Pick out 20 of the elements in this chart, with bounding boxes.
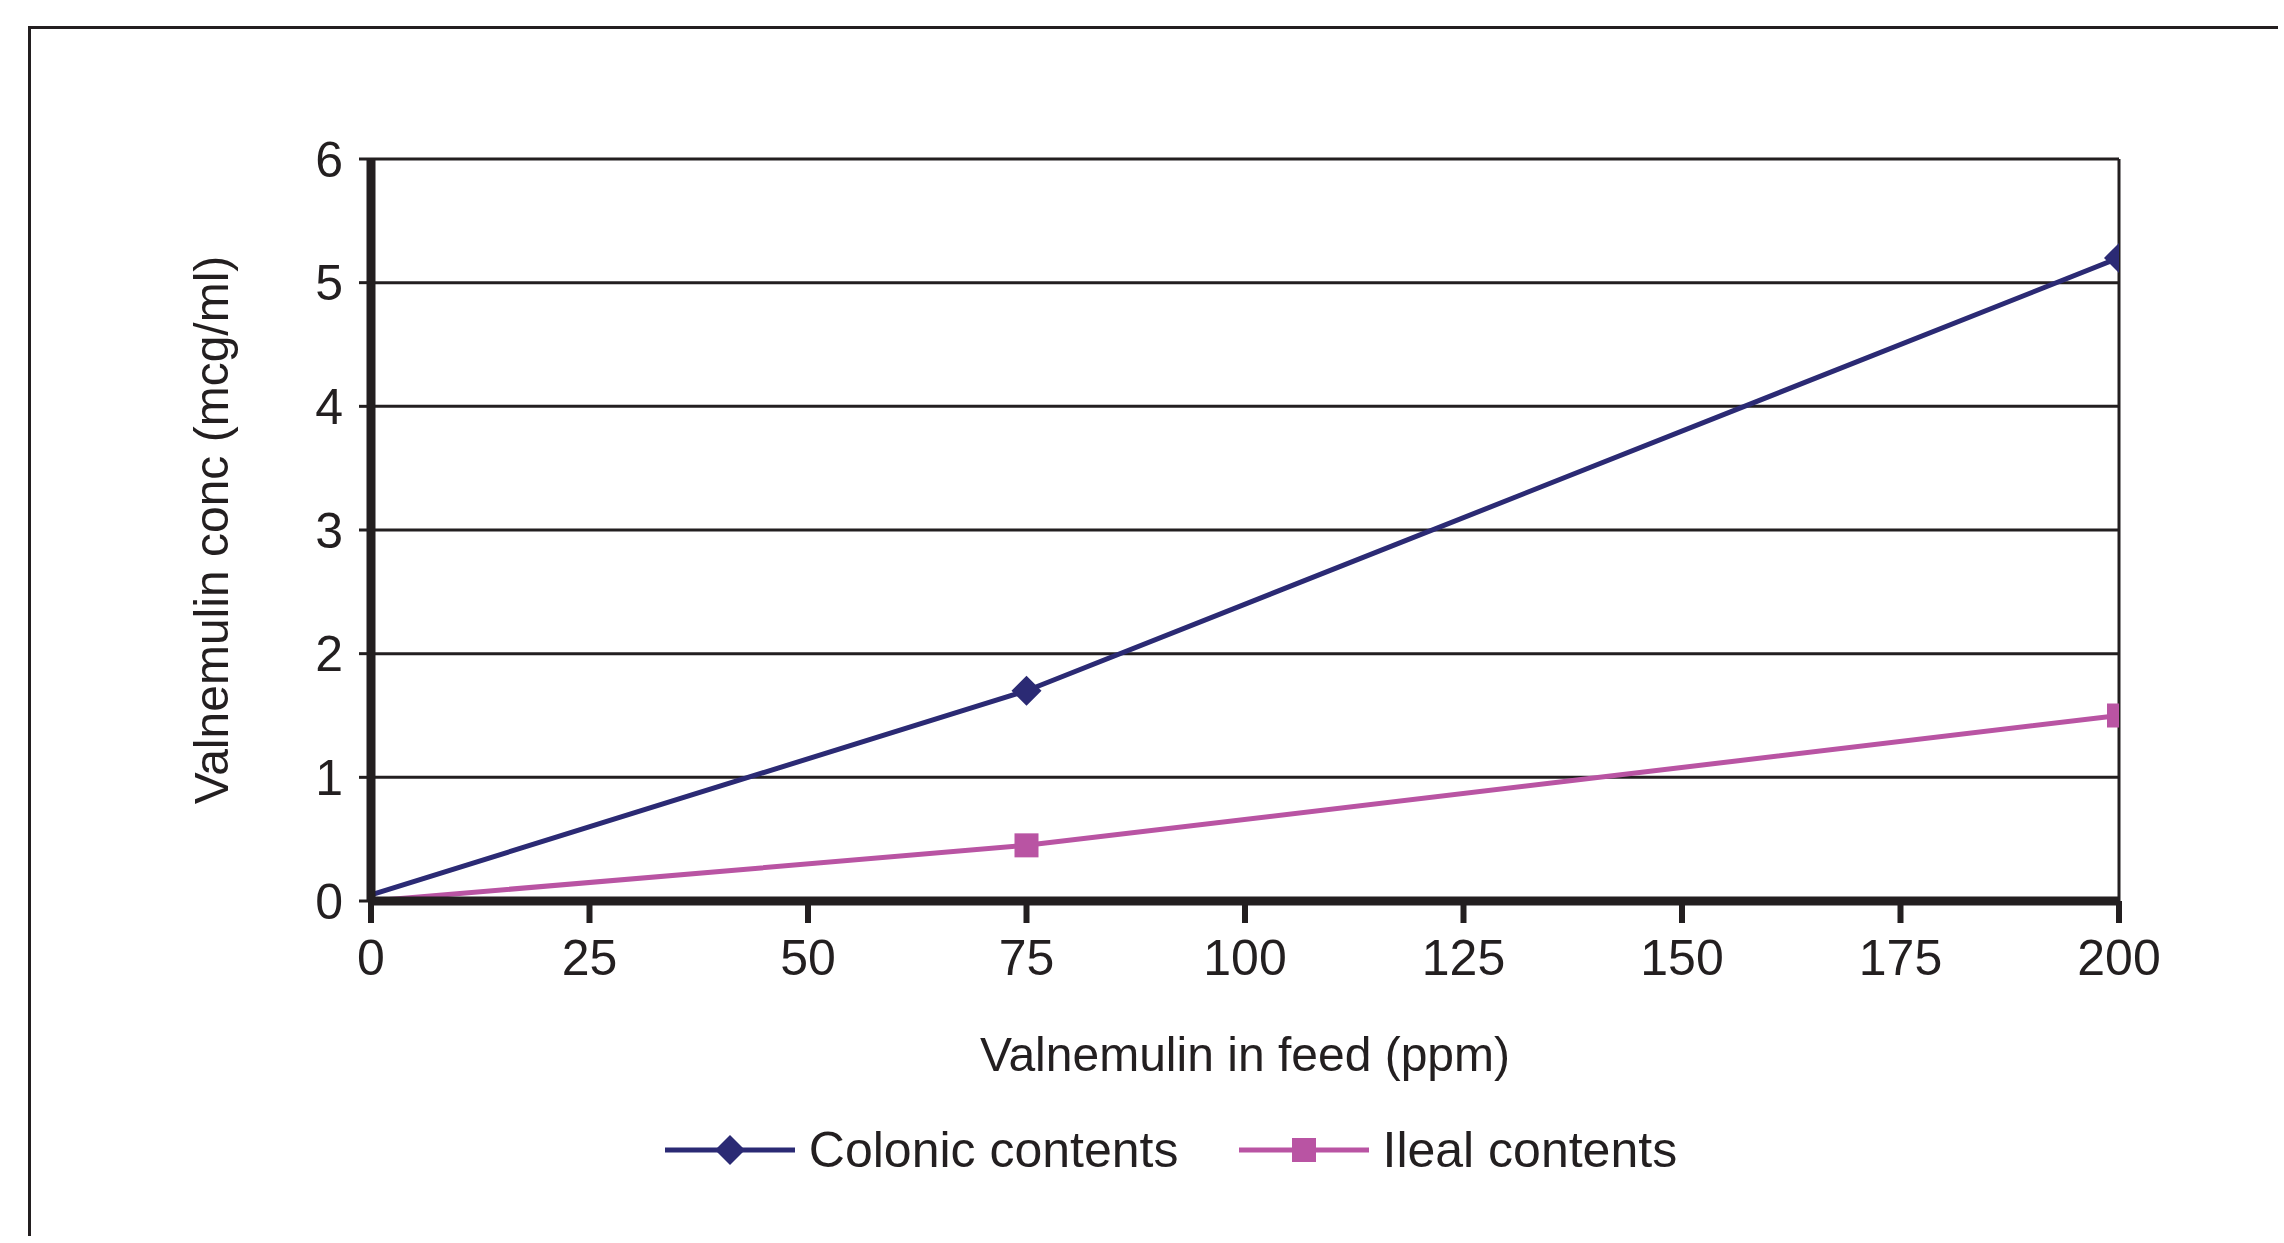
x-tick-label: 150 bbox=[1640, 929, 1724, 986]
y-tick-label: 1 bbox=[315, 750, 343, 807]
y-axis-title: Valnemulin conc (mcg/ml) bbox=[185, 255, 239, 805]
legend-label: Ileal contents bbox=[1382, 1121, 1678, 1179]
y-tick-label: 4 bbox=[315, 379, 343, 436]
y-tick-label: 5 bbox=[315, 255, 343, 312]
legend-label: Colonic contents bbox=[808, 1121, 1179, 1179]
x-tick-label: 0 bbox=[357, 929, 385, 986]
x-tick-label: 75 bbox=[998, 929, 1055, 986]
x-tick-label: 125 bbox=[1421, 929, 1506, 986]
y-tick-label: 6 bbox=[315, 131, 343, 188]
x-tick-label: 25 bbox=[561, 929, 618, 986]
y-tick-label: 0 bbox=[315, 873, 343, 930]
x-tick-label: 175 bbox=[1858, 929, 1943, 986]
x-tick-label: 100 bbox=[1203, 929, 1287, 986]
x-tick-label: 200 bbox=[2077, 929, 2161, 986]
x-axis-title: Valnemulin in feed (ppm) bbox=[979, 1028, 1511, 1081]
y-tick-label: 3 bbox=[315, 502, 343, 559]
y-tick-label: 2 bbox=[315, 626, 343, 683]
x-tick-label: 50 bbox=[780, 929, 836, 986]
